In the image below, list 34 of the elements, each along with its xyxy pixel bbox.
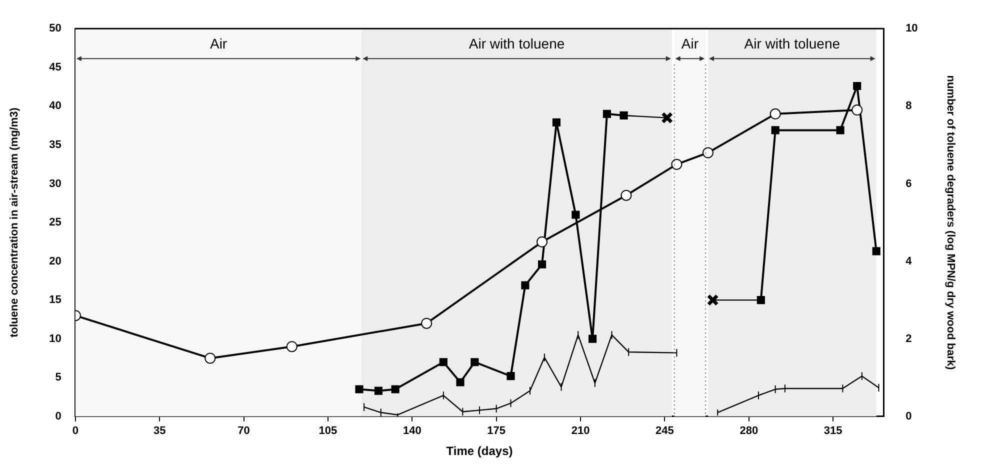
y-tick-label: 20 bbox=[49, 255, 62, 268]
y-tick-label: 0 bbox=[55, 410, 62, 422]
y2-tick-label: 10 bbox=[906, 22, 918, 35]
x-tick-label: 175 bbox=[487, 425, 506, 438]
x-tick-label: 0 bbox=[72, 425, 78, 438]
x-axis-title: Time (days) bbox=[446, 444, 513, 458]
x-tick-label: 70 bbox=[238, 425, 250, 438]
x-tick-label: 210 bbox=[571, 425, 590, 438]
y-tick-label: 35 bbox=[49, 138, 62, 151]
y-tick-label: 10 bbox=[49, 332, 62, 345]
band-label: Air with toluene bbox=[744, 36, 840, 52]
x-tick-label: 280 bbox=[740, 425, 758, 438]
y-tick-label: 40 bbox=[49, 100, 62, 112]
y2-tick-label: 0 bbox=[906, 410, 912, 422]
y2-tick-label: 6 bbox=[906, 178, 912, 190]
y-tick-label: 5 bbox=[55, 372, 62, 384]
y-tick-label: 50 bbox=[49, 22, 62, 35]
y2-tick-label: 8 bbox=[906, 100, 912, 112]
x-tick-label: 140 bbox=[402, 425, 422, 438]
x-tick-label: 105 bbox=[318, 425, 338, 438]
y2-tick-label: 2 bbox=[906, 332, 912, 345]
y-tick-label: 25 bbox=[49, 216, 62, 229]
x-tick-label: 315 bbox=[824, 425, 842, 438]
x-tick-label: 35 bbox=[153, 425, 166, 438]
band-label: Air with toluene bbox=[468, 36, 565, 52]
y-tick-label: 30 bbox=[49, 178, 62, 190]
y-axis-title: toluene concentration in air-stream (mg/m3) bbox=[8, 107, 21, 338]
y2-tick-label: 4 bbox=[906, 255, 913, 268]
y2-axis-title: number of toluene degraders (log MPN/g dry wood bark) bbox=[944, 75, 956, 370]
y-tick-label: 15 bbox=[49, 294, 62, 306]
band-label: Air bbox=[210, 36, 228, 52]
y-tick-label: 45 bbox=[49, 61, 62, 74]
x-tick-label: 245 bbox=[656, 425, 674, 438]
band-label: Air bbox=[681, 36, 699, 52]
